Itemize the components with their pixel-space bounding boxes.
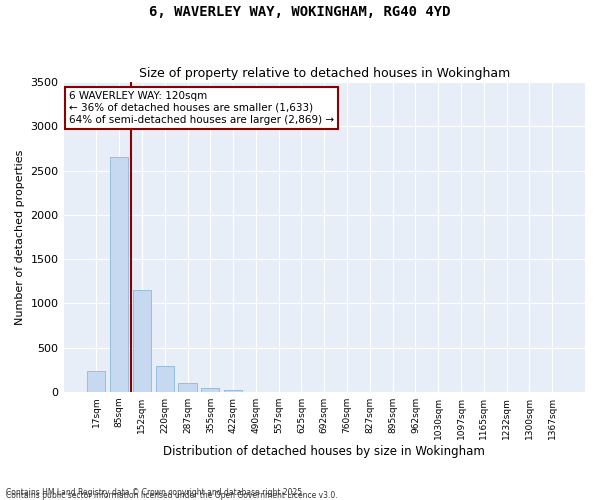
Text: Contains HM Land Registry data © Crown copyright and database right 2025.: Contains HM Land Registry data © Crown c… [6,488,305,497]
Bar [133,290,151,392]
Title: Size of property relative to detached houses in Wokingham: Size of property relative to detached ho… [139,66,510,80]
X-axis label: Distribution of detached houses by size in Wokingham: Distribution of detached houses by size … [163,444,485,458]
Bar [178,383,197,392]
Text: 6 WAVERLEY WAY: 120sqm
← 36% of detached houses are smaller (1,633)
64% of semi-: 6 WAVERLEY WAY: 120sqm ← 36% of detached… [69,92,334,124]
Y-axis label: Number of detached properties: Number of detached properties [15,150,25,324]
Bar [224,390,242,392]
Bar [110,158,128,392]
Text: Contains public sector information licensed under the Open Government Licence v3: Contains public sector information licen… [6,492,338,500]
Bar [155,366,174,392]
Bar [87,370,106,392]
Bar [201,388,220,392]
Text: 6, WAVERLEY WAY, WOKINGHAM, RG40 4YD: 6, WAVERLEY WAY, WOKINGHAM, RG40 4YD [149,5,451,19]
